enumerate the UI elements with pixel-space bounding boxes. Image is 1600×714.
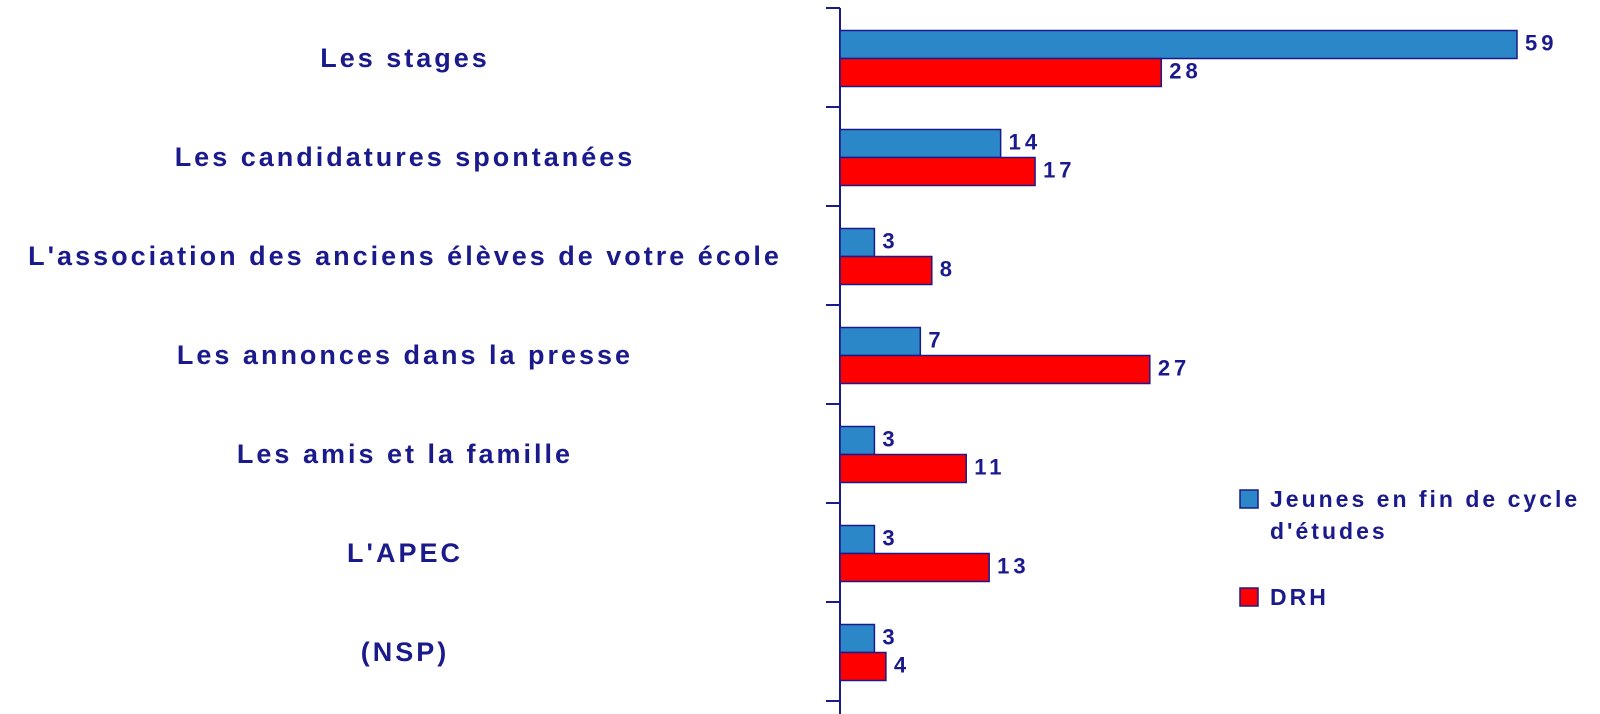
value-label: 11 bbox=[974, 454, 1005, 479]
value-label: 28 bbox=[1169, 58, 1201, 83]
category-label: L'APEC bbox=[347, 537, 463, 568]
category-label: (NSP) bbox=[360, 636, 450, 667]
bar bbox=[839, 453, 967, 484]
value-label: 59 bbox=[1525, 30, 1557, 55]
value-label: 3 bbox=[882, 228, 898, 253]
bar bbox=[839, 623, 876, 654]
legend-swatch bbox=[1239, 489, 1259, 509]
legend-label: Jeunes en fin de cycle d'études bbox=[1270, 486, 1581, 544]
bar bbox=[839, 354, 1151, 385]
legend-label: DRH bbox=[1270, 584, 1329, 610]
value-label: 3 bbox=[882, 624, 898, 649]
category-label: Les stages bbox=[320, 42, 490, 73]
legend-swatch bbox=[1239, 587, 1259, 607]
bar bbox=[839, 156, 1036, 187]
bar bbox=[839, 255, 933, 286]
value-label: 14 bbox=[1009, 129, 1041, 154]
bar bbox=[839, 227, 876, 258]
bar bbox=[839, 524, 876, 555]
category-label: Les amis et la famille bbox=[236, 438, 574, 469]
bar bbox=[839, 29, 1518, 60]
value-label: 13 bbox=[997, 553, 1029, 578]
value-label: 4 bbox=[894, 652, 910, 677]
value-label: 7 bbox=[928, 327, 944, 352]
category-label: Les candidatures spontanées bbox=[174, 141, 636, 172]
category-label: L'association des anciens élèves de votr… bbox=[28, 240, 782, 271]
bar bbox=[839, 552, 990, 583]
value-label: 3 bbox=[882, 525, 898, 550]
bar bbox=[839, 651, 887, 682]
value-label: 8 bbox=[940, 256, 956, 281]
bar bbox=[839, 425, 876, 456]
bar bbox=[839, 326, 922, 357]
bar bbox=[839, 128, 1002, 159]
category-label: Les annonces dans la presse bbox=[176, 339, 634, 370]
value-label: 27 bbox=[1158, 355, 1190, 380]
value-label: 3 bbox=[882, 426, 898, 451]
bar bbox=[839, 57, 1163, 88]
value-label: 17 bbox=[1043, 157, 1075, 182]
